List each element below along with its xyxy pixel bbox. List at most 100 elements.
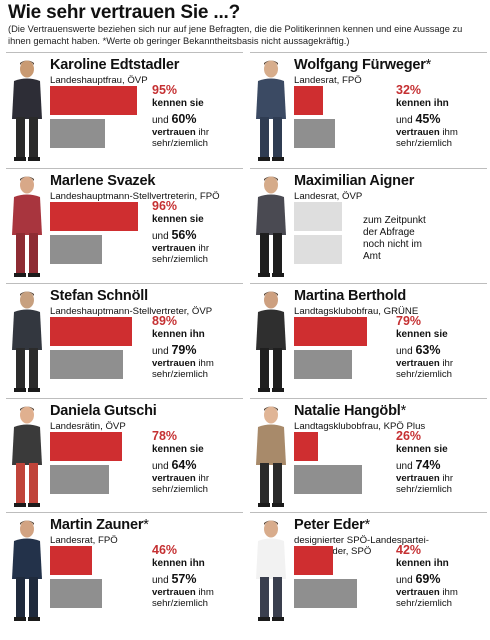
- known-bar: [294, 317, 367, 346]
- trust-label: vertrauen ihr sehr/ziemlich: [396, 358, 454, 380]
- politician-name: Martina Berthold: [294, 288, 406, 304]
- politician-name: Maximilian Aigner: [294, 173, 415, 189]
- footnote-star: *: [143, 517, 149, 533]
- politician-role: Landtagsklubobfrau, GRÜNE: [294, 306, 419, 317]
- politician-card-marlene-svazek: Marlene Svazek Landeshauptmann-Stellvertr…: [6, 168, 243, 281]
- politician-card-wolfgang-furweger: Wolfgang Fürweger* Landesrat, FPÖ 32% kenne…: [250, 52, 487, 165]
- chart-title: Wie sehr vertrauen Sie ...?: [8, 2, 241, 23]
- person-photo: [12, 176, 42, 277]
- trust-label: vertrauen ihm sehr/ziemlich: [396, 587, 458, 609]
- politician-name: Peter Eder*: [294, 517, 370, 533]
- known-value: 89%: [152, 314, 178, 328]
- trust-bar: [50, 235, 102, 264]
- photo-frame: [250, 57, 292, 163]
- trust-value: und 45%: [396, 112, 441, 126]
- politician-card-stefan-schnoll: Stefan Schnöll Landeshauptmann-Stellvertr…: [6, 283, 243, 396]
- known-bar: [50, 202, 139, 231]
- known-label: kennen sie: [152, 98, 204, 109]
- photo-frame: [6, 288, 48, 394]
- trust-value: und 79%: [152, 343, 197, 357]
- politician-role: Landesrat, ÖVP: [294, 191, 363, 202]
- no-data-bar: [294, 235, 342, 264]
- trust-bar: [294, 579, 358, 608]
- methodology-note: (Die Vertrauenswerte beziehen sich nur a…: [8, 24, 463, 46]
- trust-bar: [50, 119, 106, 148]
- person-photo: [256, 60, 286, 161]
- photo-frame: [250, 288, 292, 394]
- person-photo: [12, 291, 42, 392]
- known-bar: [50, 86, 138, 115]
- known-label: kennen ihn: [396, 98, 449, 109]
- trust-bar: [50, 579, 103, 608]
- person-photo: [12, 406, 42, 507]
- trust-label: vertrauen ihr sehr/ziemlich: [152, 127, 210, 149]
- person-photo: [256, 291, 286, 392]
- politician-card-maximilian-aigner: Maximilian Aigner Landesrat, ÖVP zum Zeitp…: [250, 168, 487, 281]
- known-label: kennen ihn: [152, 329, 205, 340]
- politician-role: Landesrätin, ÖVP: [50, 421, 126, 432]
- photo-frame: [6, 57, 48, 163]
- trust-value: und 57%: [152, 572, 197, 586]
- person-photo: [256, 176, 286, 277]
- politician-role: Landesrat, FPÖ: [50, 535, 118, 546]
- no-data-bar: [294, 202, 342, 231]
- known-value: 26%: [396, 429, 422, 443]
- footnote-star: *: [425, 57, 432, 73]
- politician-role: Landeshauptfrau, ÖVP: [50, 75, 148, 86]
- known-bar: [50, 432, 122, 461]
- person-photo: [256, 406, 286, 507]
- person-photo: [12, 520, 42, 621]
- politician-name: Wolfgang Fürweger*: [294, 57, 432, 73]
- known-value: 79%: [396, 314, 422, 328]
- photo-frame: [250, 173, 292, 279]
- politician-role: Landtagsklubobfrau, KPÖ Plus: [294, 421, 426, 432]
- person-photo: [12, 60, 42, 161]
- known-label: kennen sie: [152, 214, 204, 225]
- trust-label: vertrauen ihr sehr/ziemlich: [152, 243, 210, 265]
- trust-label: vertrauen ihm sehr/ziemlich: [152, 587, 214, 609]
- known-value: 42%: [396, 543, 422, 557]
- known-value: 78%: [152, 429, 178, 443]
- known-label: kennen ihn: [396, 558, 449, 569]
- trust-label: vertrauen ihr sehr/ziemlich: [152, 473, 210, 495]
- trust-bar: [294, 119, 336, 148]
- trust-bar: [294, 465, 363, 494]
- trust-value: und 56%: [152, 228, 197, 242]
- trust-bar: [50, 465, 109, 494]
- trust-value: und 64%: [152, 458, 197, 472]
- politician-card-karoline-edtstadler: Karoline Edtstadler Landeshauptfrau, ÖVP 9…: [6, 52, 243, 165]
- politician-name: Martin Zauner*: [50, 517, 149, 533]
- known-bar: [294, 432, 318, 461]
- person-photo: [256, 520, 286, 621]
- known-value: 32%: [396, 83, 422, 97]
- known-label: kennen sie: [396, 444, 448, 455]
- known-bar: [294, 546, 333, 575]
- trust-value: und 74%: [396, 458, 441, 472]
- politician-name: Stefan Schnöll: [50, 288, 148, 304]
- politician-name: Daniela Gutschi: [50, 403, 157, 419]
- known-label: kennen sie: [152, 444, 204, 455]
- trust-label: vertrauen ihm sehr/ziemlich: [152, 358, 214, 380]
- politician-name: Marlene Svazek: [50, 173, 156, 189]
- footnote-star: *: [364, 517, 371, 533]
- known-bar: [50, 317, 132, 346]
- politician-card-martin-zauner: Martin Zauner* Landesrat, FPÖ 46% kennen ih…: [6, 512, 243, 625]
- photo-frame: [250, 403, 292, 509]
- footnote-star: *: [400, 403, 407, 419]
- politician-role: Landesrat, FPÖ: [294, 75, 362, 86]
- politician-card-natalie-hangobl: Natalie Hangöbl* Landtagsklubobfrau, KPÖ …: [250, 398, 487, 511]
- no-data-note: zum Zeitpunkt der Abfrage noch nicht im …: [363, 215, 426, 262]
- known-value: 96%: [152, 199, 178, 213]
- politician-card-daniela-gutschi: Daniela Gutschi Landesrätin, ÖVP 78% kennen…: [6, 398, 243, 511]
- politician-role: designierter SPÖ-Landespartei-vorsitzend…: [294, 535, 429, 557]
- politician-card-peter-eder: Peter Eder* designierter SPÖ-Landespartei…: [250, 512, 487, 625]
- politician-role: Landeshauptmann-Stellvertreterin, FPÖ: [50, 191, 220, 202]
- known-bar: [294, 86, 324, 115]
- trust-bar: [294, 350, 352, 379]
- known-label: kennen sie: [396, 329, 448, 340]
- known-value: 95%: [152, 83, 178, 97]
- known-label: kennen ihn: [152, 558, 205, 569]
- trust-value: und 60%: [152, 112, 197, 126]
- trust-value: und 63%: [396, 343, 441, 357]
- politician-name: Karoline Edtstadler: [50, 57, 180, 73]
